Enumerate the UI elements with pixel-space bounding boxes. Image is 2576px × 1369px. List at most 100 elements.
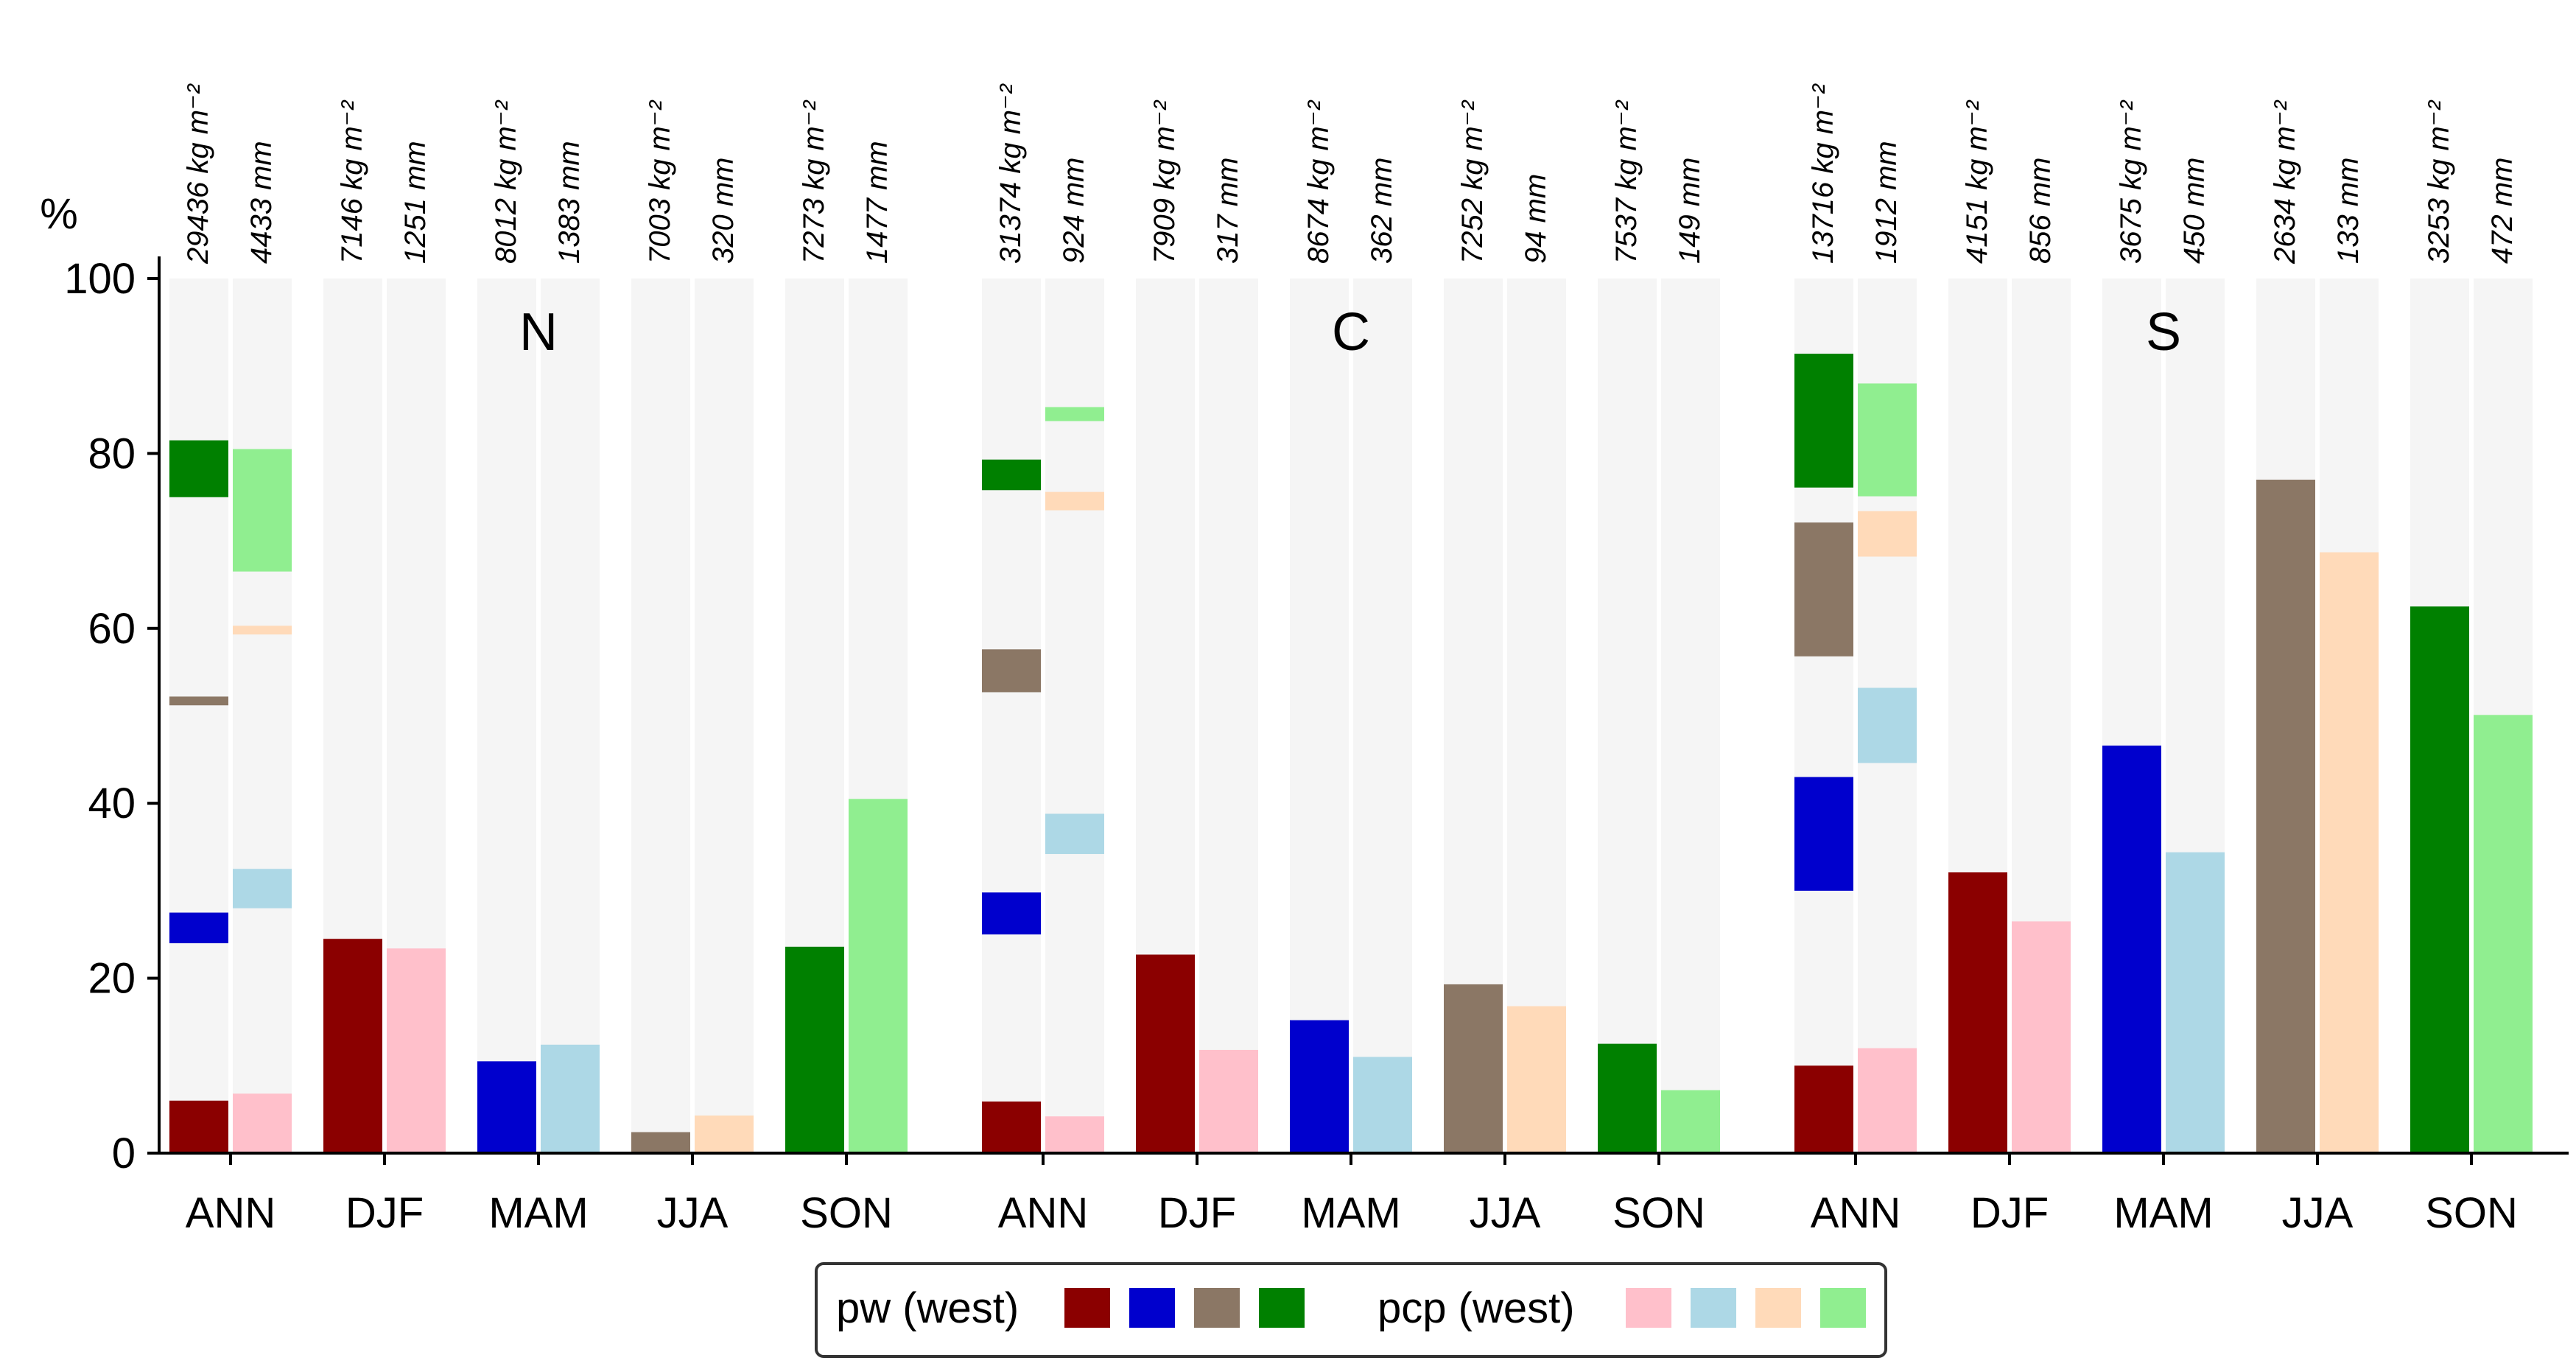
pw-total-label: 7273 kg m⁻² — [798, 99, 830, 264]
pw-total-label: 8012 kg m⁻² — [490, 99, 522, 264]
pcp-segment-bar — [233, 449, 292, 572]
pcp-total-label: 1251 mm — [399, 141, 432, 264]
pcp-total-label: 149 mm — [1674, 158, 1706, 265]
pw-total-label: 7909 kg m⁻² — [1148, 99, 1181, 264]
pw-bar — [2410, 606, 2469, 1153]
pcp-bar — [1353, 1057, 1412, 1153]
total-labels-layer: 29436 kg m⁻² 4433 mm 7146 kg m⁻² 1251 mm 801… — [182, 83, 2519, 265]
legend-pcp-swatch — [1755, 1288, 1801, 1328]
pcp-total-label: 1383 mm — [553, 141, 586, 264]
y-tick-label: 20 — [88, 955, 136, 1003]
pcp-bar — [1661, 1090, 1720, 1153]
column-background — [631, 279, 690, 1153]
column-background — [233, 279, 292, 1153]
bars-layer — [169, 354, 2533, 1153]
pcp-total-label: 320 mm — [707, 158, 740, 265]
pw-segment-bar — [982, 459, 1041, 491]
pw-bar — [2256, 480, 2315, 1153]
pcp-total-label: 133 mm — [2332, 158, 2365, 265]
pw-total-label: 8674 kg m⁻² — [1302, 99, 1335, 264]
x-tick-label: DJF — [345, 1189, 424, 1237]
pw-segment-bar — [169, 696, 228, 706]
pw-bar — [2102, 745, 2161, 1153]
legend-pw-swatch — [1129, 1288, 1175, 1328]
pw-bar — [631, 1132, 690, 1153]
pw-bar — [1598, 1043, 1657, 1153]
pw-bar — [1948, 872, 2007, 1153]
x-tick-label: JJA — [2282, 1189, 2354, 1237]
pw-total-label: 3675 kg m⁻² — [2115, 99, 2147, 264]
pw-segment-bar — [1794, 1065, 1853, 1153]
column-background — [1661, 279, 1720, 1153]
pw-segment-bar — [169, 1100, 228, 1153]
y-tick-label: 0 — [112, 1130, 136, 1177]
column-background — [1199, 279, 1258, 1153]
pw-total-label: 4151 kg m⁻² — [1961, 99, 1993, 264]
pcp-bar — [2474, 715, 2533, 1153]
pcp-segment-bar — [1045, 407, 1104, 421]
pcp-total-label: 1477 mm — [861, 141, 894, 264]
pw-total-label: 7537 kg m⁻² — [1610, 99, 1643, 264]
y-tick-label: 100 — [64, 255, 136, 303]
pcp-total-label: 856 mm — [2024, 158, 2057, 265]
pw-segment-bar — [982, 649, 1041, 693]
pcp-segment-bar — [1045, 813, 1104, 855]
pw-segment-bar — [982, 1101, 1041, 1153]
pcp-bar — [1199, 1049, 1258, 1153]
pw-total-label: 7252 kg m⁻² — [1456, 99, 1489, 264]
pw-segment-bar — [1794, 777, 1853, 891]
x-tick-label: MAM — [2113, 1189, 2213, 1237]
pcp-total-label: 317 mm — [1212, 158, 1244, 265]
pw-bar — [477, 1061, 536, 1153]
x-tick-label: JJA — [1470, 1189, 1541, 1237]
column-background — [1290, 279, 1349, 1153]
y-tick-label: 80 — [88, 430, 136, 477]
pcp-bar — [2320, 552, 2379, 1153]
column-background — [1045, 279, 1104, 1153]
pcp-segment-bar — [1858, 383, 1917, 497]
pcp-total-label: 1912 mm — [1870, 141, 1903, 264]
pw-segment-bar — [1794, 522, 1853, 657]
column-background — [169, 279, 228, 1153]
pcp-segment-bar — [233, 1093, 292, 1153]
x-tick-label: JJA — [657, 1189, 729, 1237]
pcp-bar — [849, 799, 908, 1153]
pcp-segment-bar — [1858, 687, 1917, 763]
x-tick-label: SON — [2425, 1189, 2518, 1237]
y-tick-label: 40 — [88, 780, 136, 827]
pw-bar — [1290, 1020, 1349, 1153]
legend-pcp-swatch — [1820, 1288, 1866, 1328]
x-tick-label: MAM — [1301, 1189, 1400, 1237]
pcp-segment-bar — [233, 626, 292, 635]
pw-total-label: 7146 kg m⁻² — [336, 99, 368, 264]
pw-total-label: 7003 kg m⁻² — [644, 99, 676, 264]
legend-pcp-label: pcp (west) — [1378, 1284, 1575, 1332]
column-background — [541, 279, 600, 1153]
pw-bar — [1136, 954, 1195, 1153]
region-label: N — [519, 303, 558, 362]
column-background — [1353, 279, 1412, 1153]
legend-pcp-swatch — [1691, 1288, 1736, 1328]
pcp-total-label: 924 mm — [1058, 158, 1090, 265]
column-background — [982, 279, 1041, 1153]
pcp-segment-bar — [1045, 1116, 1104, 1153]
pcp-bar — [2012, 921, 2071, 1153]
pcp-segment-bar — [1045, 491, 1104, 511]
pw-bar — [1444, 984, 1503, 1153]
pcp-segment-bar — [1858, 511, 1917, 557]
pcp-bar — [2166, 852, 2225, 1153]
pcp-bar — [387, 948, 446, 1153]
pw-segment-bar — [169, 440, 228, 497]
legend-pw-swatch — [1194, 1288, 1240, 1328]
pw-bar — [785, 946, 844, 1153]
legend-pw-swatch — [1064, 1288, 1110, 1328]
pw-bar — [323, 939, 382, 1153]
pcp-total-label: 362 mm — [1366, 158, 1398, 265]
x-tick-label: DJF — [1970, 1189, 2049, 1237]
y-tick-label: 60 — [88, 605, 136, 653]
pw-segment-bar — [1794, 354, 1853, 488]
x-tick-label: ANN — [998, 1189, 1088, 1237]
column-background — [695, 279, 754, 1153]
region-label: C — [1332, 303, 1370, 362]
